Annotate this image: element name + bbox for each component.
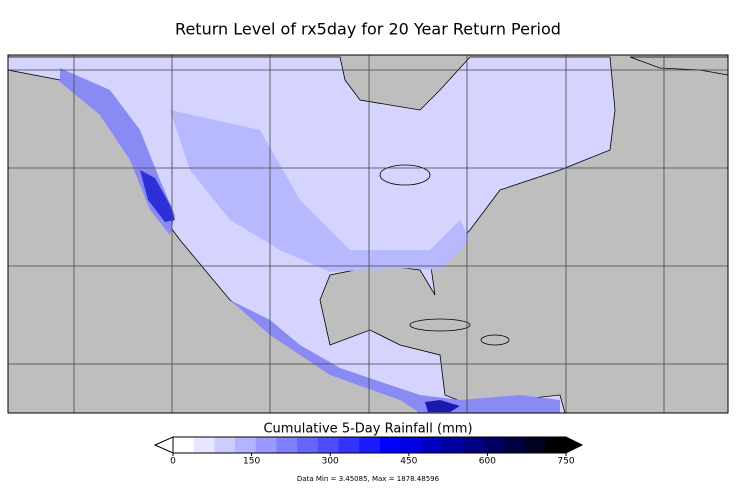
- colorbar-swatch: [524, 437, 546, 453]
- colorbar-swatch: [421, 437, 443, 453]
- colorbar-swatch: [483, 437, 505, 453]
- colorbar-swatch: [214, 437, 236, 453]
- colorbar-swatch: [462, 437, 484, 453]
- colorbar-tick-label: 300: [322, 457, 339, 467]
- colorbar-frame: [172, 436, 567, 454]
- colorbar-swatch: [235, 437, 257, 453]
- title: Return Level of rx5day for 20 Year Retur…: [175, 20, 561, 39]
- colorbar-swatch: [359, 437, 381, 453]
- region-very-high: [140, 170, 175, 222]
- greenland: [629, 56, 729, 76]
- colorbar-over-arrow: [565, 436, 584, 454]
- island: [480, 334, 510, 346]
- colorbar-swatch: [255, 437, 277, 453]
- colorbar-swatch: [503, 437, 526, 453]
- colorbar-swatch: [317, 437, 339, 453]
- colorbar-swatch: [193, 437, 215, 453]
- colorbar-swatch: [400, 437, 422, 453]
- colorbar-tick-label: 150: [243, 457, 260, 467]
- colorbar-swatch: [173, 437, 195, 453]
- colorbar: 0 150 300 450 600 750: [170, 436, 575, 467]
- region-high: [230, 300, 560, 413]
- region-very-high: [425, 400, 460, 412]
- colorbar-swatch: [545, 437, 567, 453]
- colorbar-label: Cumulative 5-Day Rainfall (mm): [263, 422, 472, 437]
- map: [7, 54, 729, 414]
- colorbar-tick-label: 750: [557, 457, 574, 467]
- lakes: [379, 164, 431, 186]
- colorbar-tick-label: 0: [170, 457, 176, 467]
- colorbar-under-arrow: [153, 436, 174, 454]
- island: [409, 318, 471, 332]
- region-moderate: [170, 110, 470, 272]
- colorbar-swatch: [338, 437, 360, 453]
- colorbar-tick-label: 600: [479, 457, 496, 467]
- colorbar-swatch: [441, 437, 464, 453]
- map-frame: [7, 54, 729, 414]
- colorbar-swatch: [276, 437, 298, 453]
- colorbar-tick-label: 450: [400, 457, 417, 467]
- graticule: [8, 55, 728, 413]
- colorbar-swatch: [297, 437, 319, 453]
- data-range-note: Data Min = 3.45085, Max = 1878.48596: [297, 475, 440, 483]
- colorbar-swatch: [379, 437, 402, 453]
